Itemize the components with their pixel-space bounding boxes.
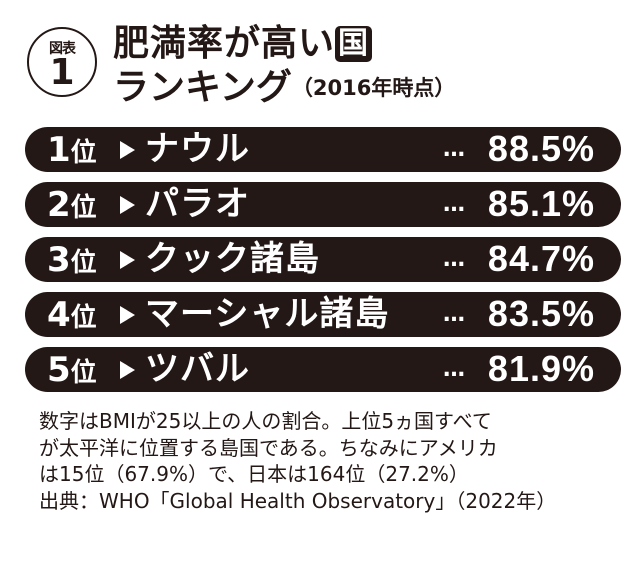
ellipsis: … xyxy=(443,137,466,162)
ellipsis: … xyxy=(443,302,466,327)
ranking-list: 1位 ナウル … 88.5% 2位 パラオ … 85.1% 3位 クック諸島 …… xyxy=(25,127,621,402)
rank-label: 3位 xyxy=(47,240,97,280)
triangle-right-icon xyxy=(120,361,135,379)
ranking-row-2: 2位 パラオ … 85.1% xyxy=(25,182,621,227)
ranking-row-1: 1位 ナウル … 88.5% xyxy=(25,127,621,172)
ranking-row-4: 4位 マーシャル諸島 … 83.5% xyxy=(25,292,621,337)
footnote: 数字はBMIが25以上の人の割合。上位5ヵ国すべて が太平洋に位置する島国である… xyxy=(39,408,619,514)
chart-title-line2: ランキング（2016年時点） xyxy=(113,68,455,108)
ranking-row-3: 3位 クック諸島 … 84.7% xyxy=(25,237,621,282)
ellipsis: … xyxy=(443,357,466,382)
obesity-rate: 83.5% xyxy=(487,293,595,334)
obesity-rate: 88.5% xyxy=(487,128,595,169)
ranking-row-5: 5位 ツバル … 81.9% xyxy=(25,347,621,392)
title-text-2: ランキング xyxy=(113,67,292,108)
title-boxed-char: 国 xyxy=(335,26,373,62)
title-date-note: （2016年時点） xyxy=(291,76,456,100)
chart-title-line1: 肥満率が高い国 xyxy=(113,23,373,64)
country-name: クック諸島 xyxy=(145,239,320,279)
rank-label: 5位 xyxy=(47,350,97,390)
figure-number: 1 xyxy=(49,52,75,93)
title-text: 肥満率が高い xyxy=(113,23,336,64)
source-citation: 出典：WHO「Global Health Observatory」（2022年） xyxy=(39,488,557,513)
country-name: ナウル xyxy=(145,129,250,169)
ellipsis: … xyxy=(443,247,466,272)
rank-label: 4位 xyxy=(47,295,97,335)
country-name: ツバル xyxy=(145,349,250,389)
rank-label: 1位 xyxy=(47,130,97,170)
triangle-right-icon xyxy=(120,306,135,324)
country-name: パラオ xyxy=(145,184,250,224)
obesity-rate: 81.9% xyxy=(487,348,595,389)
footnote-line-2: が太平洋に位置する島国である。ちなみにアメリカ xyxy=(39,435,498,460)
triangle-right-icon xyxy=(120,251,135,269)
obesity-rate: 85.1% xyxy=(487,183,595,224)
rank-label: 2位 xyxy=(47,185,97,225)
triangle-right-icon xyxy=(120,141,135,159)
figure-label: 図表 xyxy=(49,41,76,57)
obesity-rate: 84.7% xyxy=(487,238,595,279)
footnote-line-3: は15位（67.9%）で、日本は164位（27.2%） xyxy=(39,462,469,486)
ellipsis: … xyxy=(443,192,466,217)
footnote-line-1: 数字はBMIが25以上の人の割合。上位5ヵ国すべて xyxy=(39,409,492,433)
country-name: マーシャル諸島 xyxy=(145,294,390,334)
triangle-right-icon xyxy=(120,196,135,214)
figure-badge: 図表 1 xyxy=(27,27,97,97)
